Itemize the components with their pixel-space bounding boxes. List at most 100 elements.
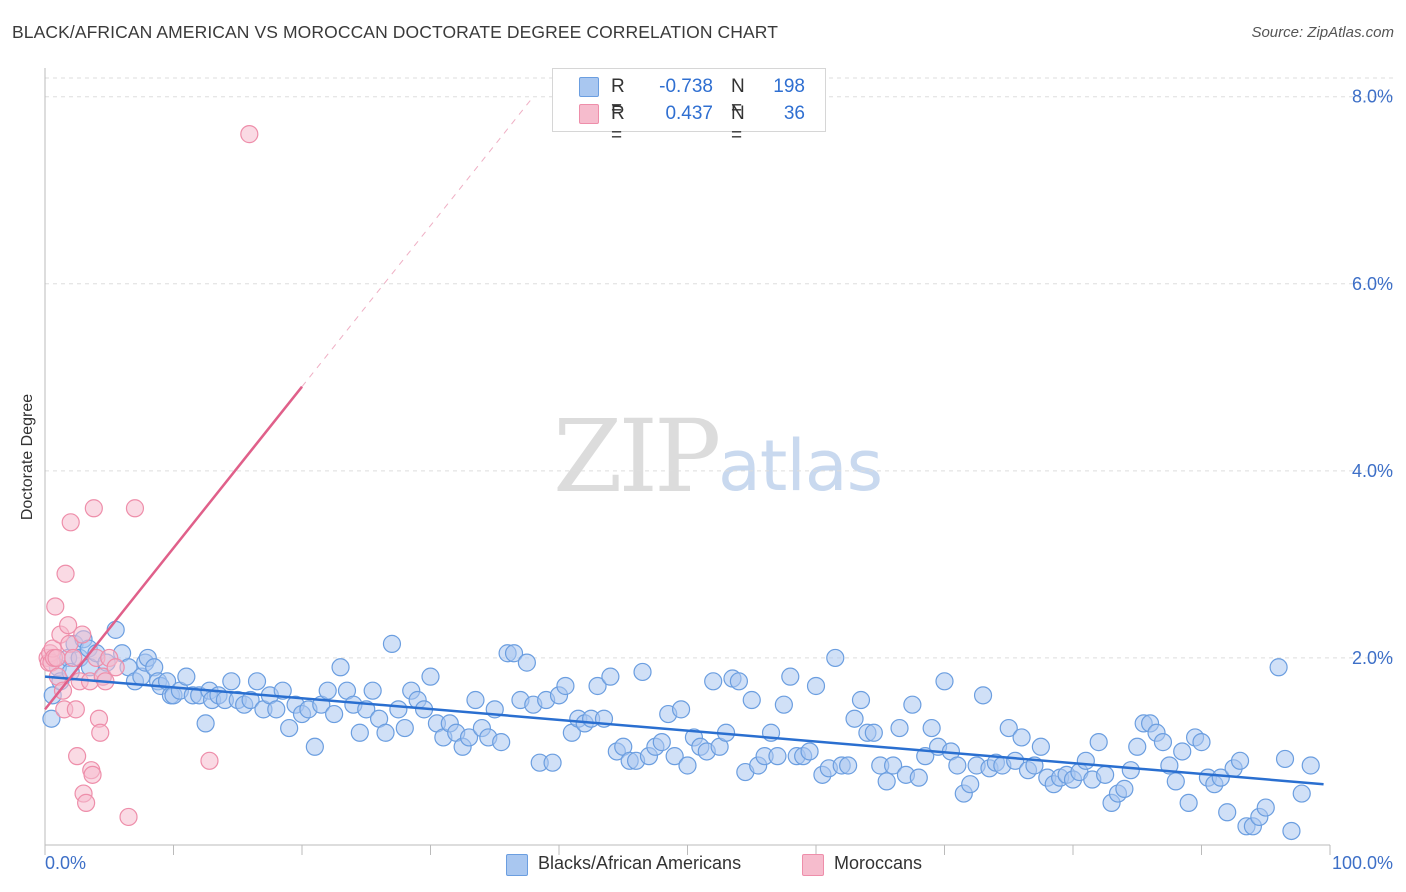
blue-point <box>961 775 980 794</box>
pink-trend-extension <box>301 96 534 387</box>
blue-point <box>363 681 382 700</box>
y-tick-label: 2.0% <box>1352 648 1393 668</box>
pink-point <box>77 793 96 813</box>
blue-point <box>704 672 723 691</box>
pink-point <box>53 681 73 700</box>
pink-trend-line <box>44 385 303 711</box>
blue-point <box>1166 772 1185 791</box>
blue-point <box>1301 756 1320 775</box>
blue-point <box>806 676 826 696</box>
blue-trend-line <box>44 675 1324 786</box>
y-tick-label: 4.0% <box>1352 461 1393 481</box>
blue-point <box>196 714 215 733</box>
blue-point <box>678 756 697 775</box>
blue-point <box>1115 779 1134 798</box>
blue-point <box>845 709 864 728</box>
blue-point <box>395 718 414 738</box>
pink-point <box>46 597 65 616</box>
blue-point <box>883 756 903 775</box>
blue-point <box>556 676 575 696</box>
blue-point <box>1179 793 1198 813</box>
blue-point <box>318 681 337 700</box>
blue-point <box>376 723 395 742</box>
pink-point <box>91 723 110 742</box>
blue-point <box>877 772 896 791</box>
blue-point <box>1012 728 1031 747</box>
blue-point <box>421 667 440 686</box>
blue-point <box>588 676 607 696</box>
blue-point <box>1089 733 1108 752</box>
blue-point <box>241 690 260 710</box>
blue-swatch <box>506 854 528 876</box>
n-value: 36 <box>783 103 805 124</box>
blue-point <box>973 686 993 705</box>
blue-point <box>1076 751 1095 770</box>
r-value: 0.437 <box>665 103 713 124</box>
blue-point <box>382 634 402 653</box>
r-value: -0.738 <box>659 76 713 97</box>
blue-point <box>1230 751 1250 770</box>
pink-point <box>125 499 145 518</box>
blue-point <box>781 667 800 686</box>
blue-point <box>768 747 787 766</box>
blue-point <box>305 737 324 756</box>
blue-point <box>517 653 536 672</box>
blue-point <box>1292 784 1311 803</box>
pink-swatch <box>579 104 599 124</box>
blue-point <box>247 672 267 691</box>
blue-point <box>633 662 652 682</box>
blue-point <box>909 768 928 787</box>
blue-point <box>42 709 61 728</box>
blue-point <box>729 672 749 691</box>
blue-point <box>267 700 286 719</box>
x-tick-label: 0.0% <box>45 853 86 873</box>
blue-point <box>459 728 479 747</box>
stats-legend: R = -0.738 N = 198 R = 0.437 N = 36 <box>552 68 826 146</box>
blue-point <box>999 718 1018 738</box>
source-credit: Source: ZipAtlas.com <box>1251 24 1394 41</box>
pink-point <box>119 807 138 827</box>
chart-title: BLACK/AFRICAN AMERICAN VS MOROCCAN DOCTO… <box>12 22 778 42</box>
blue-point <box>839 756 858 775</box>
blue-point <box>1006 751 1025 770</box>
blue-point <box>1282 821 1301 841</box>
blue-point <box>222 672 241 691</box>
blue-point <box>890 718 909 738</box>
blue-point <box>601 667 620 686</box>
blue-point <box>665 747 684 766</box>
blue-swatch <box>579 77 599 97</box>
pink-point <box>66 700 85 719</box>
pink-point <box>64 648 83 668</box>
blue-point <box>1153 733 1173 752</box>
pink-point <box>61 513 80 532</box>
blue-point <box>389 700 408 719</box>
blue-point <box>543 753 562 772</box>
blue-point <box>177 667 196 686</box>
blue-point <box>922 718 941 738</box>
blue-point <box>742 690 761 710</box>
blue-point <box>1096 765 1115 784</box>
pink-point <box>240 125 259 144</box>
blue-point <box>864 723 883 742</box>
blue-point <box>492 733 511 752</box>
pink-point <box>73 625 92 644</box>
blue-point <box>273 681 292 700</box>
blue-point <box>1192 733 1211 752</box>
pink-swatch <box>802 854 824 876</box>
blue-point <box>1269 658 1288 677</box>
pink-point <box>68 747 87 766</box>
blue-point <box>1031 737 1050 756</box>
pink-point <box>56 564 75 583</box>
blue-point <box>331 658 350 677</box>
blue-point <box>826 648 845 668</box>
blue-point <box>1211 768 1230 787</box>
blue-point <box>774 695 793 714</box>
blue-point <box>800 742 819 761</box>
blue-point <box>1275 749 1295 769</box>
pink-point <box>106 658 125 677</box>
pink-point <box>47 648 66 668</box>
blue-point <box>280 718 299 738</box>
pink-point <box>59 616 78 635</box>
blue-point <box>1256 798 1275 817</box>
